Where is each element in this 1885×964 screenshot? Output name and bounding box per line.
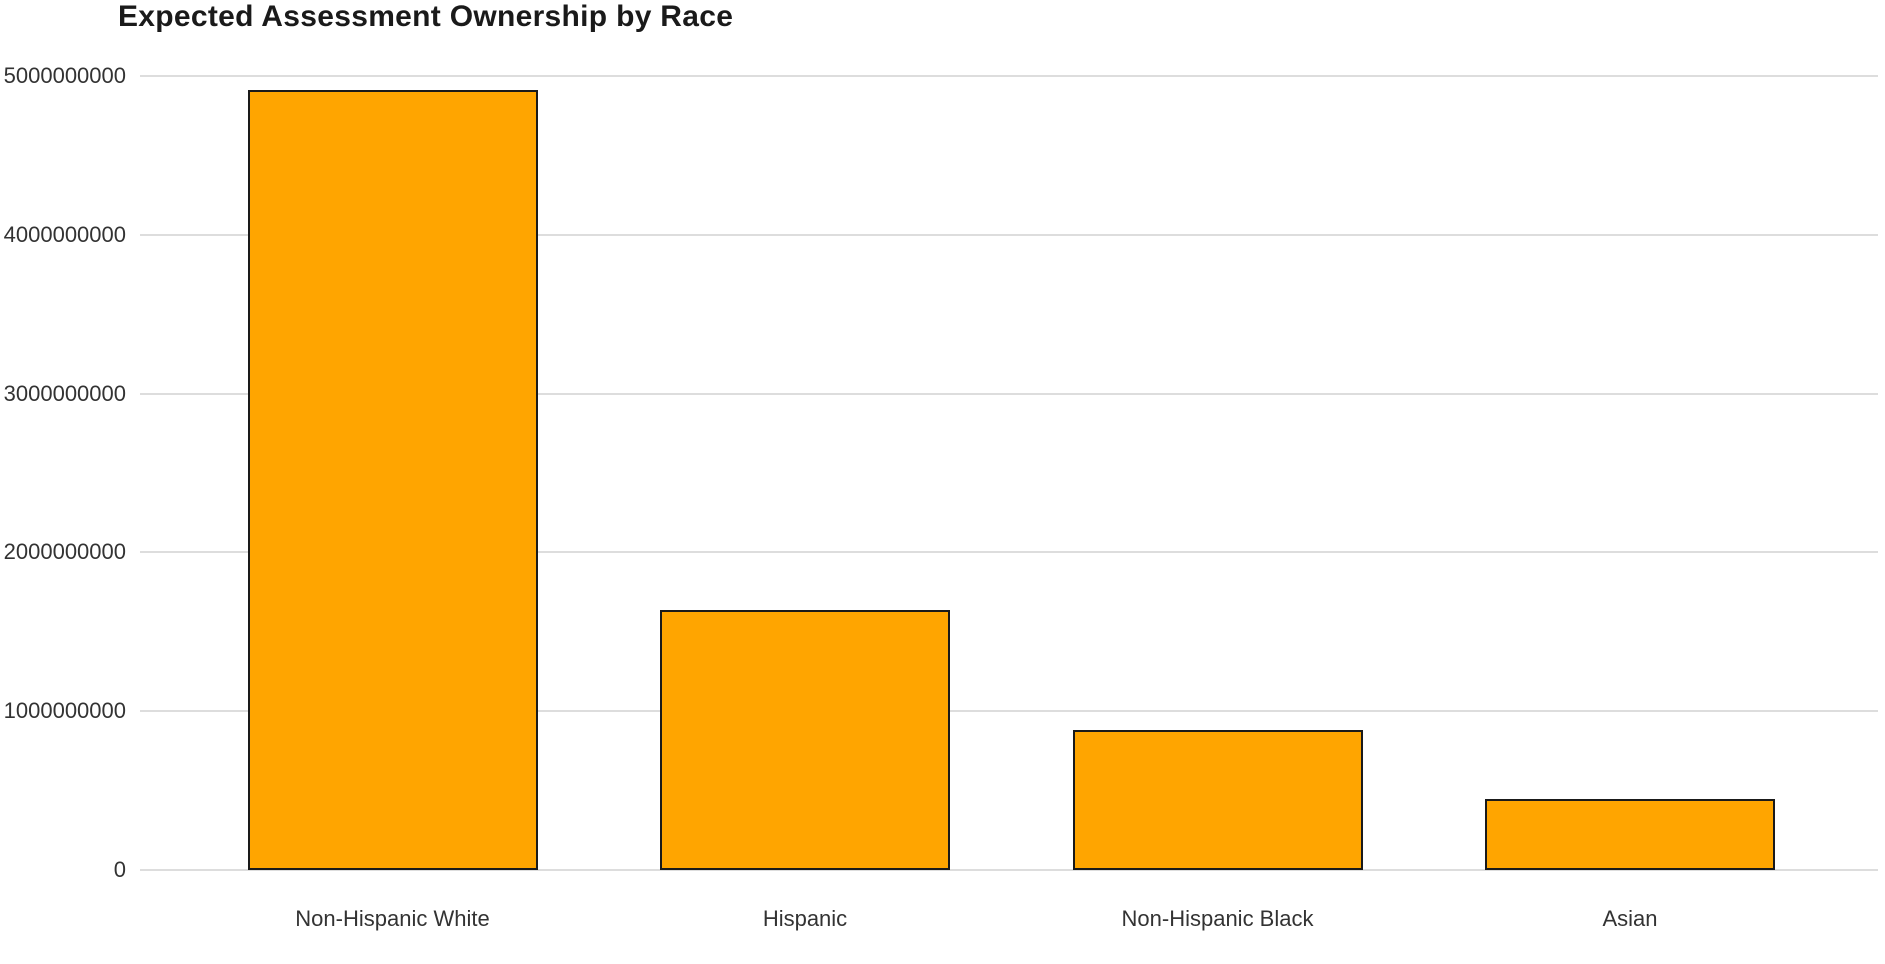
chart-title: Expected Assessment Ownership by Race bbox=[118, 0, 734, 33]
gridline-2000000000 bbox=[140, 551, 1878, 554]
y-tick-label-4000000000: 4000000000 bbox=[3, 221, 126, 247]
gridline-1000000000 bbox=[140, 710, 1878, 713]
y-tick-label-3000000000: 3000000000 bbox=[3, 380, 126, 406]
x-axis-label-asian: Asian bbox=[1602, 906, 1658, 931]
y-tick-label-5000000000: 5000000000 bbox=[3, 63, 126, 88]
x-axis-label-non-hispanic-black: Non-Hispanic Black bbox=[1121, 906, 1314, 931]
gridline-5000000000 bbox=[140, 75, 1878, 77]
bar-hispanic bbox=[660, 609, 950, 870]
bar-non-hispanic-black bbox=[1072, 730, 1363, 870]
y-tick-label-2000000000: 2000000000 bbox=[3, 539, 126, 565]
x-axis-label-non-hispanic-white: Non-Hispanic White bbox=[295, 906, 490, 931]
gridline-3000000000 bbox=[140, 392, 1878, 395]
y-tick-label-0: 0 bbox=[113, 857, 126, 882]
bar-non-hispanic-white bbox=[247, 90, 538, 870]
bar-asian bbox=[1485, 799, 1775, 870]
y-tick-label-1000000000: 1000000000 bbox=[3, 698, 126, 724]
gridline-4000000000 bbox=[140, 233, 1878, 236]
gridline-0 bbox=[140, 869, 1878, 871]
x-axis-label-hispanic: Hispanic bbox=[762, 906, 848, 931]
